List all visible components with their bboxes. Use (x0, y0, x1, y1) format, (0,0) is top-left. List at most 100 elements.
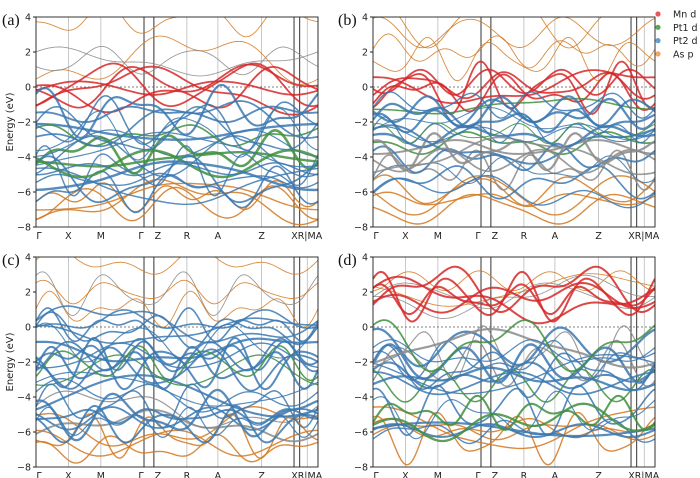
band-line (373, 354, 655, 395)
band-line (36, 377, 318, 413)
band-line (36, 100, 318, 148)
band-line (373, 72, 655, 113)
x-tick-label: XR|MA (291, 471, 323, 478)
x-tick-label: XR|MA (628, 471, 660, 478)
bands (373, 265, 655, 466)
panel-label: (d) (338, 252, 357, 269)
band-line (36, 182, 318, 211)
y-tick-label: −4 (17, 153, 31, 164)
y-tick-label: −6 (17, 188, 31, 199)
y-tick-label: −4 (354, 393, 368, 404)
band-line (36, 271, 318, 317)
band-line (36, 45, 318, 76)
band-line (36, 388, 318, 442)
legend-label: Pt1 d (673, 23, 698, 34)
x-tick-label: XR|MA (628, 231, 660, 242)
band-line (373, 371, 655, 396)
x-tick-label: M (97, 471, 105, 478)
y-tick-label: −6 (354, 188, 368, 199)
band-line (373, 132, 655, 172)
band-line (36, 80, 318, 96)
band-line (373, 344, 655, 399)
y-tick-label: 0 (362, 323, 368, 334)
band-line (373, 122, 655, 145)
x-tick-label: Z (595, 471, 602, 478)
x-tick-label: Γ (138, 231, 144, 242)
y-tick-label: −6 (17, 428, 31, 439)
band-line (373, 174, 655, 209)
band-line (36, 83, 318, 139)
band-line (373, 174, 655, 207)
panel-b: 420−2−4−6−8Γ X M Γ Z R A Z XR|MA(b) (338, 12, 660, 242)
y-tick-label: 0 (25, 323, 31, 334)
band-line (373, 270, 655, 323)
band-line (373, 423, 655, 441)
legend-marker (655, 38, 661, 44)
x-tick-label: Γ (373, 471, 379, 478)
band-line (36, 336, 318, 391)
band-line (373, 69, 655, 104)
x-tick-label: R (184, 231, 191, 242)
band-line (373, 96, 655, 131)
band-line (36, 340, 318, 372)
band-line (36, 433, 318, 464)
band-line (36, 305, 318, 344)
x-tick-label: Γ (475, 471, 481, 478)
legend-marker (655, 11, 661, 17)
y-tick-label: 4 (25, 13, 31, 24)
band-line (36, 65, 318, 116)
legend-marker (655, 51, 661, 57)
band-line (373, 402, 655, 443)
band-line (36, 106, 318, 151)
band-line (373, 319, 655, 373)
panel-c: 4 2 0 −2 −4 −6 −8 Γ X M Γ Z R A Z XR|MA (c) Energy (eV) (2, 252, 323, 478)
bands (373, 17, 655, 225)
x-tick-label: A (215, 471, 222, 478)
band-line (373, 339, 655, 381)
band-line (36, 317, 318, 344)
x-tick-label: A (215, 231, 222, 242)
band-line (36, 185, 318, 222)
y-tick-label: −6 (354, 428, 368, 439)
band-line (36, 342, 318, 369)
bands (36, 17, 318, 226)
y-tick-label: −8 (354, 223, 368, 234)
legend-label: Mn d (673, 10, 696, 21)
y-tick-label: 2 (362, 48, 368, 59)
band-line (373, 109, 655, 134)
band-line (36, 131, 318, 168)
y-tick-label: −2 (17, 358, 31, 369)
legend-marker (655, 24, 661, 30)
bands (36, 257, 318, 464)
band-line (36, 162, 318, 177)
band-line (399, 17, 602, 49)
x-tick-label: R (521, 231, 528, 242)
x-tick-label: R (521, 471, 528, 478)
band-line (373, 366, 655, 392)
y-tick-label: 2 (25, 48, 31, 59)
y-tick-label: −8 (17, 463, 31, 474)
y-axis-label: Energy (eV) (5, 92, 16, 151)
panel-label: (c) (2, 252, 20, 269)
x-tick-label: X (402, 231, 409, 242)
band-line (36, 65, 318, 109)
y-tick-label: 4 (362, 253, 368, 264)
band-line (373, 147, 655, 174)
y-tick-label: 0 (362, 83, 368, 94)
x-tick-label: Z (155, 471, 162, 478)
band-line (373, 275, 655, 325)
band-line (36, 17, 318, 38)
x-tick-label: X (65, 231, 72, 242)
legend: Mn d Pt1 d Pt2 d As p (655, 10, 698, 60)
band-line (36, 374, 318, 418)
band-line (36, 383, 318, 429)
band-line (36, 46, 318, 77)
y-tick-label: 2 (362, 288, 368, 299)
y-tick-label: 0 (25, 83, 31, 94)
x-tick-label: X (65, 471, 72, 478)
x-tick-label: Γ (36, 471, 42, 478)
x-tick-label: Γ (36, 231, 42, 242)
band-line (373, 265, 655, 313)
x-tick-label: M (97, 231, 105, 242)
